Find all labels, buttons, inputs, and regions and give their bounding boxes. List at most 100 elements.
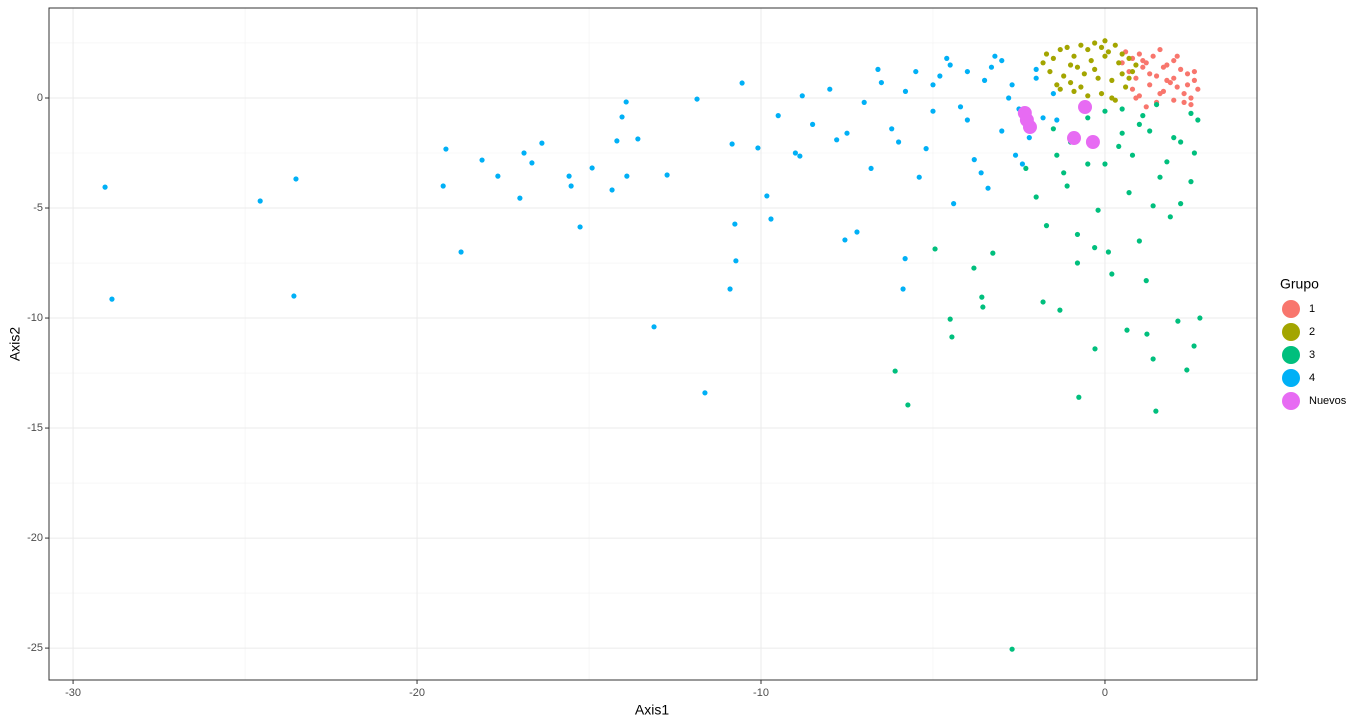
point	[529, 160, 535, 166]
point	[1116, 143, 1122, 150]
point	[1085, 46, 1091, 53]
x-tick-label: 0	[1102, 687, 1108, 699]
point	[913, 68, 919, 75]
point	[990, 250, 996, 256]
point	[978, 170, 984, 176]
y-tick-label: -10	[27, 312, 43, 324]
point	[1057, 46, 1063, 53]
point	[624, 173, 630, 179]
grid	[49, 8, 1257, 680]
point	[768, 216, 774, 222]
point	[971, 265, 977, 271]
panel-border	[48, 7, 1258, 681]
point	[930, 108, 936, 114]
point	[1012, 152, 1019, 158]
point	[1109, 271, 1115, 277]
point	[889, 126, 895, 132]
point	[609, 187, 615, 193]
legend-label: 3	[1309, 349, 1315, 361]
point	[568, 183, 574, 189]
point	[257, 198, 263, 204]
point	[900, 286, 906, 292]
point	[727, 286, 733, 292]
point	[1174, 53, 1180, 59]
point	[1133, 62, 1139, 68]
point	[458, 249, 464, 255]
point	[923, 146, 929, 152]
point	[1088, 57, 1094, 64]
point	[1184, 367, 1190, 373]
point	[764, 193, 770, 199]
legend-label: 1	[1309, 303, 1315, 315]
point	[1102, 38, 1108, 44]
point	[844, 130, 850, 136]
point	[1153, 101, 1160, 108]
point	[1191, 343, 1197, 349]
point	[1136, 51, 1142, 57]
point	[1175, 318, 1181, 324]
y-tick-label: 0	[37, 92, 43, 104]
point	[1129, 68, 1136, 75]
point	[1095, 207, 1101, 213]
point	[937, 73, 943, 79]
point	[988, 64, 995, 70]
point	[589, 165, 595, 171]
point	[1064, 183, 1070, 189]
point	[1126, 75, 1132, 81]
point	[1050, 90, 1056, 97]
point	[1067, 62, 1074, 68]
point	[1043, 51, 1050, 57]
point	[1033, 75, 1039, 81]
point	[1140, 112, 1146, 119]
point	[293, 176, 299, 182]
point	[1092, 245, 1098, 251]
point	[1178, 201, 1184, 207]
x-tick-label: -10	[753, 687, 769, 699]
point	[1105, 49, 1112, 55]
point	[1019, 113, 1034, 127]
point	[1188, 179, 1194, 185]
point	[1109, 95, 1115, 101]
point	[1181, 99, 1187, 105]
point	[895, 139, 902, 145]
point	[1102, 53, 1108, 59]
point	[1102, 108, 1108, 114]
point	[1123, 84, 1129, 90]
point	[1126, 190, 1132, 196]
point	[985, 185, 991, 191]
point	[1067, 79, 1074, 86]
point	[1119, 51, 1125, 57]
point	[1033, 194, 1039, 200]
point	[1157, 46, 1163, 53]
point	[916, 174, 922, 180]
point	[1140, 64, 1146, 70]
point	[495, 173, 501, 179]
point	[775, 112, 781, 119]
point	[732, 221, 738, 227]
point	[733, 258, 739, 264]
point	[1191, 77, 1197, 83]
point	[981, 77, 988, 83]
point	[623, 99, 629, 105]
point	[947, 62, 953, 68]
legend-title: Grupo	[1280, 276, 1319, 292]
point	[1019, 161, 1026, 167]
point	[1085, 93, 1091, 99]
point	[1157, 174, 1163, 180]
point	[1009, 646, 1015, 652]
point	[1150, 203, 1156, 209]
point	[902, 88, 909, 94]
point	[1067, 131, 1082, 146]
point	[1040, 60, 1046, 66]
point	[971, 157, 977, 163]
point	[792, 150, 799, 156]
point	[980, 304, 986, 310]
point	[1085, 135, 1100, 150]
point	[694, 96, 700, 102]
point	[1054, 117, 1060, 123]
point	[1153, 408, 1159, 414]
point	[797, 153, 803, 159]
point	[944, 55, 950, 61]
point	[1136, 121, 1142, 128]
point	[1071, 88, 1077, 94]
